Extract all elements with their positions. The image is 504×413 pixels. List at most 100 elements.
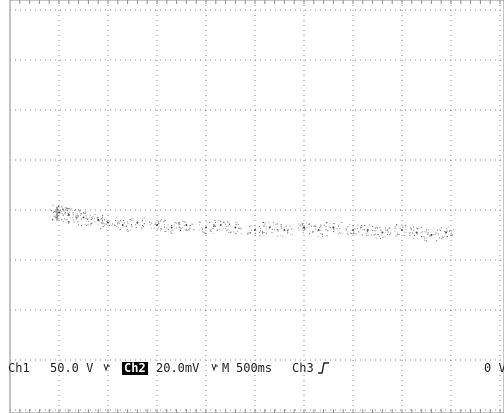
- trace-speck: [157, 228, 159, 230]
- trace-speck: [345, 228, 347, 230]
- trace-speck: [274, 229, 275, 231]
- trace-speck: [360, 226, 362, 228]
- trace-speck: [408, 232, 410, 234]
- trace-speck: [290, 233, 292, 235]
- trace-speck: [276, 235, 278, 237]
- trace-speck: [142, 218, 144, 220]
- trace-speck: [272, 221, 274, 223]
- trace-speck: [90, 223, 92, 225]
- trace-speck: [69, 212, 71, 213]
- trace-speck: [101, 217, 103, 219]
- trace-speck: [186, 228, 187, 230]
- trace-speck: [104, 219, 105, 221]
- trace-speck: [308, 223, 310, 225]
- trace-speck: [58, 211, 60, 213]
- trace-speck: [128, 230, 130, 232]
- trace-speck: [188, 230, 190, 232]
- trace-speck: [103, 223, 105, 225]
- trace-speck: [321, 233, 323, 235]
- trace-speck: [270, 225, 271, 227]
- trace-speck: [168, 228, 170, 230]
- trace-speck: [300, 224, 302, 226]
- trace-speck: [143, 223, 145, 225]
- graticule-frame: [9, 0, 504, 413]
- trace-speck: [182, 220, 184, 222]
- trace-speck: [67, 215, 69, 216]
- trace-speck: [171, 225, 173, 226]
- trace-speck: [251, 229, 252, 231]
- trace-speck: [423, 236, 425, 238]
- trace-speck: [175, 222, 177, 224]
- trace-speck: [85, 218, 87, 220]
- trace-speck: [140, 228, 142, 230]
- trace-speck: [127, 230, 129, 232]
- trace-speck: [213, 225, 215, 227]
- trace-speck: [117, 219, 119, 221]
- trace-speck: [64, 218, 66, 219]
- trace-speck: [390, 232, 392, 234]
- trace-speck: [374, 230, 376, 232]
- trace-speck: [413, 230, 415, 232]
- trace-speck: [167, 228, 169, 230]
- trace-speck: [280, 224, 282, 226]
- trace-speck: [216, 230, 218, 232]
- trace-speck: [276, 229, 278, 230]
- trace-speck: [297, 227, 299, 229]
- trace-speck: [234, 232, 236, 234]
- trace-speck: [120, 220, 122, 222]
- data-point: [219, 224, 222, 226]
- trace-speck: [378, 235, 380, 237]
- trace-speck: [235, 223, 237, 225]
- trace-speck: [360, 228, 362, 230]
- trace-speck: [423, 231, 425, 233]
- trace-speck: [337, 233, 339, 235]
- trace-speck: [81, 225, 82, 227]
- trace-speck: [303, 226, 305, 228]
- trace-speck: [51, 209, 53, 211]
- trace-speck: [353, 231, 355, 233]
- trace-speck: [126, 225, 127, 227]
- trace-speck: [282, 235, 284, 237]
- trace-speck: [199, 221, 201, 223]
- trace-speck: [450, 233, 452, 234]
- trace-speck: [374, 233, 376, 235]
- trace-speck: [250, 225, 252, 227]
- trace-speck: [321, 225, 322, 227]
- rising-edge-icon: [318, 362, 329, 374]
- trace-speck: [96, 217, 98, 219]
- trace-speck: [67, 213, 69, 214]
- trace-speck: [450, 234, 451, 236]
- timebase-label: M: [222, 361, 229, 375]
- trace-speck: [353, 233, 355, 235]
- trace-speck: [213, 224, 214, 226]
- trace-speck: [59, 209, 61, 211]
- trace-speck: [141, 220, 143, 222]
- trace-speck: [190, 224, 192, 226]
- status-bar: Ch1 50.0 V Ch2 20.0mV M 500ms Ch3 0 V: [8, 361, 504, 375]
- trace-speck: [179, 223, 181, 225]
- trace-speck: [153, 227, 155, 229]
- trace-speck: [63, 210, 65, 212]
- trace-speck: [171, 232, 173, 234]
- trace-speck: [97, 217, 99, 218]
- trace-speck: [404, 224, 406, 226]
- trace-speck: [287, 231, 289, 233]
- trace-speck: [389, 227, 391, 229]
- trace-speck: [302, 230, 304, 232]
- trace-speck: [286, 230, 288, 232]
- trace-speck: [188, 225, 190, 227]
- trace-speck: [75, 216, 77, 218]
- trace-speck: [109, 220, 111, 222]
- trace-speck: [88, 220, 90, 222]
- trace-speck: [413, 235, 415, 236]
- trace-speck: [254, 225, 256, 227]
- trace-speck: [94, 214, 96, 215]
- trace-speck: [424, 239, 426, 241]
- trace-speck: [131, 217, 133, 219]
- trace-speck: [426, 229, 428, 231]
- trace-speck: [277, 230, 279, 232]
- ch1-scale: 50.0 V: [50, 361, 93, 375]
- trace-speck: [240, 228, 242, 230]
- trace-speck: [302, 227, 303, 229]
